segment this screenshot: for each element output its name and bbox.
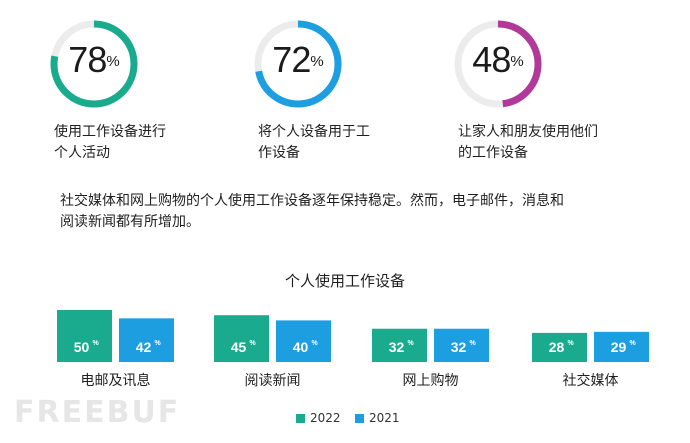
stat-ring-progress xyxy=(254,20,342,108)
stat-caption: 将个人设备用于工 作设备 xyxy=(258,124,370,161)
stat-ring xyxy=(454,20,542,108)
category-label: 社交媒体 xyxy=(563,372,619,389)
bar-value-unit: % xyxy=(312,340,319,347)
legend-item-2022: 2022 xyxy=(296,411,341,425)
stat-caption: 让家人和朋友使用他们 的工作设备 xyxy=(458,124,598,161)
chart-title: 个人使用工作设备 xyxy=(284,272,405,290)
stat-ring-progress xyxy=(50,20,138,108)
bar-value-label: 50 xyxy=(74,339,90,355)
category-label: 阅读新闻 xyxy=(245,372,301,389)
bar-2021-2 xyxy=(434,328,489,362)
stat-value: 72% xyxy=(272,39,324,80)
stat-value: 48% xyxy=(472,39,524,80)
watermark-logo: FREEBUF xyxy=(14,395,181,430)
bar-value-label: 29 xyxy=(611,339,627,355)
stat-caption: 使用工作设备进行 个人活动 xyxy=(54,124,166,161)
bar-value-label: 28 xyxy=(549,339,565,355)
bar-value-label: 32 xyxy=(451,339,467,355)
bar-value-label: 45 xyxy=(231,339,247,355)
bar-value-unit: % xyxy=(93,340,100,347)
bar-value-label: 32 xyxy=(389,339,405,355)
stat-ring-progress xyxy=(454,20,542,108)
bar-value-unit: % xyxy=(250,340,257,347)
bar-2022-0 xyxy=(57,310,112,362)
bar-value-label: 40 xyxy=(293,339,309,355)
bar-value-unit: % xyxy=(568,340,575,347)
stat-value: 78% xyxy=(68,39,120,80)
bar-value-unit: % xyxy=(470,340,477,347)
legend-swatch xyxy=(296,414,305,423)
summary-text: 社交媒体和网上购物的个人使用工作设备逐年保持稳定。然而，电子邮件，消息和 阅读新… xyxy=(60,193,564,230)
bar-2022-1 xyxy=(214,315,269,362)
bar-2021-0 xyxy=(119,318,174,362)
bar-2022-3 xyxy=(532,332,587,362)
category-label: 网上购物 xyxy=(403,373,459,389)
bar-2021-3 xyxy=(594,331,649,362)
bar-value-label: 42 xyxy=(136,339,152,355)
legend-swatch xyxy=(355,414,364,423)
bar-value-unit: % xyxy=(630,340,637,347)
stat-ring xyxy=(254,20,342,108)
stat-ring xyxy=(50,20,138,108)
bar-value-unit: % xyxy=(155,340,162,347)
bar-2022-2 xyxy=(372,328,427,362)
legend-item-2021: 2021 xyxy=(355,411,400,425)
bar-value-unit: % xyxy=(408,340,415,347)
bar-2021-1 xyxy=(276,320,331,362)
category-label: 电邮及讯息 xyxy=(81,372,151,389)
